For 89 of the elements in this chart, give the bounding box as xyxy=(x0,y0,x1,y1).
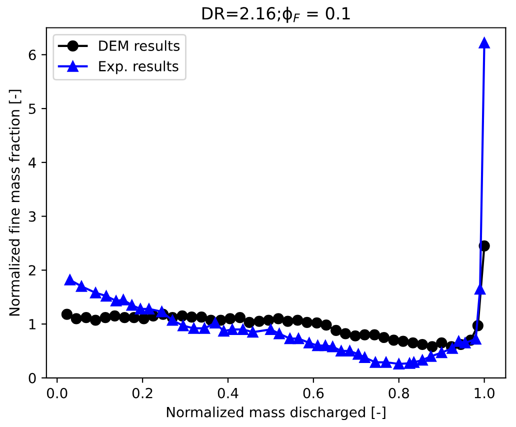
point xyxy=(196,311,208,323)
point xyxy=(436,337,448,348)
y-axis-title: Normalized fine mass fraction [-] xyxy=(8,90,22,316)
x-tick-label: 0.4 xyxy=(218,388,238,398)
legend-label: DEM results xyxy=(99,40,180,52)
x-axis-title: Normalized mass discharged [-] xyxy=(166,406,386,420)
point xyxy=(301,316,313,328)
point xyxy=(416,338,428,350)
point xyxy=(407,337,419,348)
point xyxy=(336,345,347,357)
point xyxy=(254,316,265,327)
point xyxy=(80,312,92,324)
legend-label: Exp. results xyxy=(99,60,178,74)
point xyxy=(186,311,198,323)
point xyxy=(304,337,315,348)
point xyxy=(218,325,230,337)
point xyxy=(388,334,400,346)
point xyxy=(350,330,361,342)
y-tick-label: 5 xyxy=(28,104,36,114)
point xyxy=(378,332,390,344)
point xyxy=(380,356,392,368)
point xyxy=(292,314,304,326)
point xyxy=(224,313,236,324)
point xyxy=(210,317,221,329)
point xyxy=(368,329,380,340)
point xyxy=(90,287,102,298)
point xyxy=(416,354,428,366)
y-tick-label: 0 xyxy=(28,372,36,384)
y-tick-label: 3 xyxy=(28,211,36,222)
point xyxy=(244,316,255,328)
point xyxy=(470,334,482,345)
point xyxy=(344,345,356,357)
y-tick-label: 6 xyxy=(28,50,36,60)
point xyxy=(176,310,188,322)
point xyxy=(359,329,370,340)
point xyxy=(64,274,76,286)
point xyxy=(198,322,210,334)
chart-title: DR=2.16;ϕ$_{F}$ = 0.1 xyxy=(202,6,350,23)
point xyxy=(237,324,249,335)
y-tick-label: 1 xyxy=(29,319,36,330)
point xyxy=(126,300,138,311)
point xyxy=(272,313,284,324)
point xyxy=(128,312,140,324)
point xyxy=(166,314,178,326)
point xyxy=(460,337,471,348)
point xyxy=(327,341,338,352)
point xyxy=(61,308,72,320)
point xyxy=(119,312,130,324)
point xyxy=(425,350,436,362)
point xyxy=(311,317,322,329)
point xyxy=(284,333,296,344)
point xyxy=(330,324,342,336)
point xyxy=(109,310,120,322)
point xyxy=(134,303,146,314)
x-tick-label: 0.2 xyxy=(132,388,152,398)
point xyxy=(100,290,112,302)
point xyxy=(265,324,276,335)
point xyxy=(226,324,238,335)
y-tick-label: 4 xyxy=(28,158,36,168)
point xyxy=(370,356,381,368)
point xyxy=(234,312,246,324)
point xyxy=(70,313,82,324)
point xyxy=(292,333,304,344)
x-tick-label: 0.8 xyxy=(388,388,409,398)
x-tick-label: 0.6 xyxy=(303,388,324,398)
point xyxy=(282,316,294,327)
point xyxy=(143,303,155,314)
x-tick-label: 0.0 xyxy=(46,388,68,398)
point xyxy=(178,320,189,332)
point xyxy=(156,306,168,318)
point xyxy=(340,328,352,340)
point xyxy=(263,314,274,326)
point xyxy=(76,280,88,292)
point xyxy=(426,341,438,352)
point xyxy=(90,314,102,326)
point xyxy=(393,358,404,370)
point xyxy=(274,328,285,340)
point xyxy=(312,340,324,352)
point xyxy=(398,336,409,347)
point xyxy=(188,322,200,334)
point xyxy=(474,283,486,295)
point xyxy=(478,37,490,48)
point xyxy=(359,352,370,363)
y-tick-label: 2 xyxy=(28,265,36,276)
point xyxy=(320,320,332,331)
point xyxy=(436,347,448,358)
x-tick-label: 1.0 xyxy=(474,388,494,398)
point xyxy=(247,326,258,338)
point xyxy=(100,312,111,324)
